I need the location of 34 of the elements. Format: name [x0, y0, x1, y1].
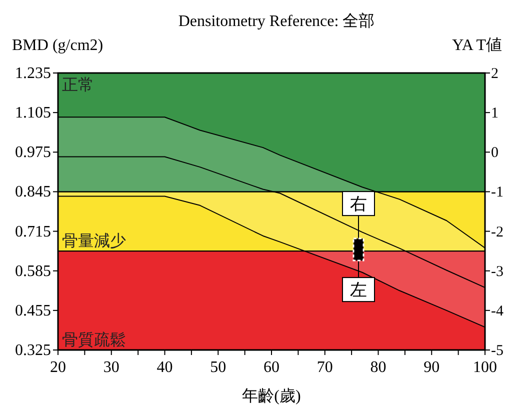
y-tick-label: 1.105 — [15, 104, 51, 122]
y-tick-label: 0.455 — [15, 302, 51, 320]
y2-tick-label: -5 — [491, 343, 504, 359]
y2-axis-title: YA T値 — [452, 37, 502, 54]
annotation: 左 — [350, 280, 367, 300]
y-tick-label: 0.975 — [15, 144, 51, 162]
x-tick-label: 80 — [370, 359, 386, 376]
y-tick-label: 0.715 — [15, 223, 51, 240]
x-tick-label: 40 — [156, 359, 173, 376]
band-label: 骨量減少 — [62, 232, 126, 250]
y-tick-label: 1.235 — [15, 65, 51, 82]
y2-tick-label: -4 — [491, 303, 504, 320]
band-label: 正常 — [62, 76, 94, 94]
y2-tick-label: 2 — [491, 66, 498, 82]
x-tick-label: 90 — [424, 359, 440, 376]
x-axis-title: 年齡(歲) — [242, 387, 301, 405]
annotation: 右 — [350, 194, 367, 214]
x-tick-label: 70 — [316, 359, 333, 376]
y2-tick-label: -3 — [491, 264, 504, 280]
band-label: 骨質疏鬆 — [62, 331, 126, 349]
y-axis-title: BMD (g/cm2) — [12, 37, 104, 54]
x-tick-label: 20 — [50, 359, 66, 376]
y2-tick-label: 0 — [491, 145, 498, 162]
x-tick-label: 30 — [103, 359, 120, 376]
x-tick-label: 60 — [264, 359, 280, 376]
x-tick-label: 100 — [473, 359, 497, 376]
y-tick-label: 0.585 — [15, 262, 51, 280]
y2-tick-label: 1 — [491, 106, 498, 122]
x-tick-label: 50 — [210, 359, 226, 376]
y-tick-label: 0.845 — [15, 184, 51, 201]
y-tick-label: 0.325 — [15, 342, 51, 359]
y2-tick-label: -2 — [491, 224, 504, 240]
chart-title: Densitometry Reference: 全部 — [178, 12, 375, 30]
y2-tick-label: -1 — [491, 184, 504, 201]
